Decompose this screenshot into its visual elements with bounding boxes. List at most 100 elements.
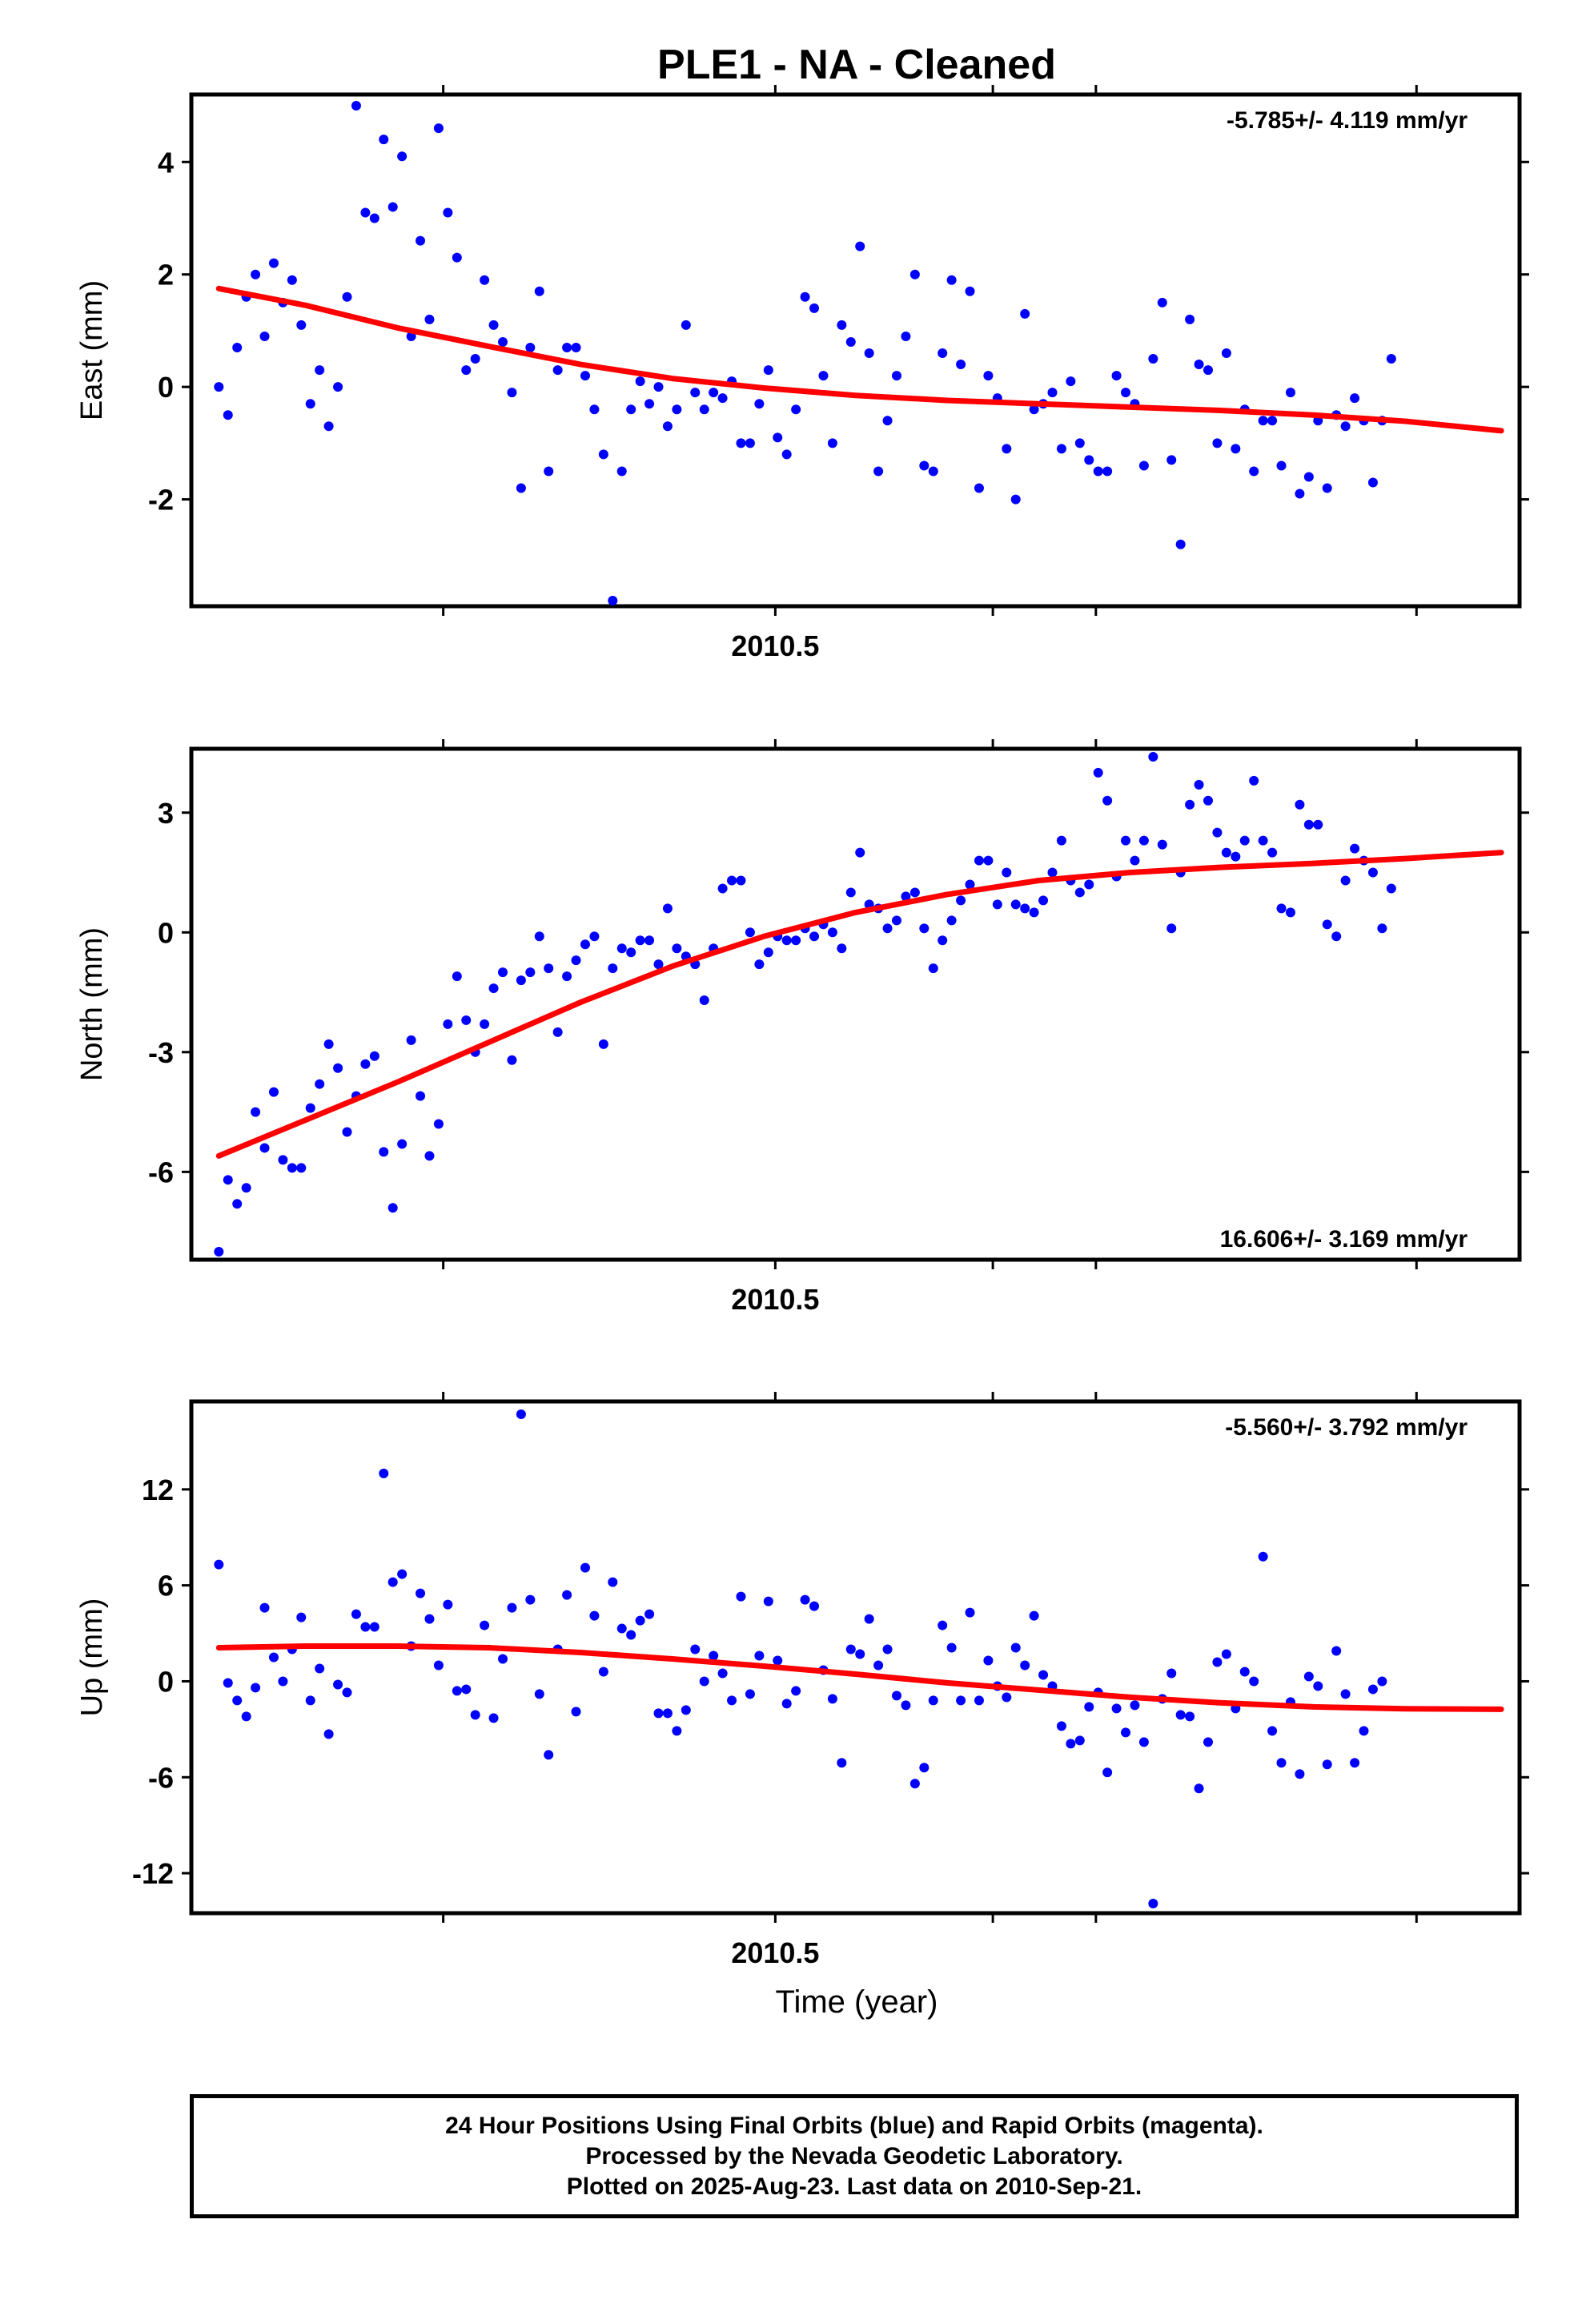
north-data-point xyxy=(323,1039,334,1049)
up-y-axis-label: Up (mm) xyxy=(75,1598,109,1717)
up-x-tick-label: 2010.5 xyxy=(731,1936,819,1969)
east-data-point xyxy=(333,382,343,392)
up-y-tick-label: 0 xyxy=(158,1665,174,1698)
north-data-point xyxy=(342,1127,352,1137)
north-data-point xyxy=(562,971,572,982)
east-data-point xyxy=(1303,472,1314,482)
east-data-point xyxy=(1367,477,1378,488)
up-data-point xyxy=(424,1614,435,1624)
east-data-point xyxy=(754,399,765,409)
east-data-point xyxy=(443,207,453,218)
up-data-point xyxy=(773,1655,783,1666)
east-data-point xyxy=(387,202,398,212)
up-data-point xyxy=(387,1577,398,1587)
up-data-point xyxy=(1367,1684,1378,1695)
up-data-point xyxy=(1175,1710,1186,1720)
north-data-point xyxy=(626,947,636,958)
east-data-point xyxy=(552,365,563,376)
up-data-point xyxy=(699,1676,709,1687)
north-data-point xyxy=(1074,887,1085,898)
up-data-point xyxy=(791,1686,801,1696)
north-data-point xyxy=(974,855,984,866)
north-data-point xyxy=(928,963,938,974)
north-data-point xyxy=(1303,819,1314,830)
east-data-point xyxy=(287,275,297,285)
east-plot-frame xyxy=(189,92,1522,609)
north-data-point xyxy=(672,943,682,954)
north-data-point xyxy=(433,1119,444,1129)
east-data-point xyxy=(251,269,261,279)
up-data-point xyxy=(433,1660,444,1671)
up-data-point xyxy=(626,1630,636,1640)
up-data-point xyxy=(1258,1551,1268,1562)
east-data-point xyxy=(616,466,627,476)
up-data-point xyxy=(690,1644,701,1655)
east-data-point xyxy=(342,292,352,302)
north-data-point xyxy=(1148,751,1158,762)
east-data-point xyxy=(1093,466,1103,476)
east-data-point xyxy=(580,371,590,381)
north-data-point xyxy=(1138,835,1149,846)
east-data-point xyxy=(571,342,581,352)
up-data-point xyxy=(416,1588,426,1598)
up-data-point xyxy=(1130,1700,1140,1711)
footer-line-2: Processed by the Nevada Geodetic Laborat… xyxy=(585,2142,1123,2169)
up-data-point xyxy=(1002,1692,1012,1703)
east-data-point xyxy=(1138,460,1149,471)
east-data-point xyxy=(1221,348,1231,359)
east-data-point xyxy=(534,286,544,296)
up-data-point xyxy=(516,1409,526,1419)
north-data-point xyxy=(1267,847,1278,858)
up-data-point xyxy=(845,1644,856,1655)
up-data-point xyxy=(1267,1726,1278,1736)
up-data-point xyxy=(1295,1769,1305,1779)
north-data-point xyxy=(1367,867,1378,878)
up-data-point xyxy=(1350,1758,1360,1768)
north-data-point xyxy=(938,935,948,946)
north-data-point xyxy=(653,959,664,970)
east-data-point xyxy=(626,404,636,415)
east-data-point xyxy=(544,466,554,476)
north-data-point xyxy=(461,1015,472,1025)
up-data-point xyxy=(351,1609,361,1619)
up-data-point xyxy=(1331,1646,1342,1656)
up-y-tick-label: -6 xyxy=(148,1761,174,1794)
east-data-point xyxy=(379,135,389,145)
up-data-point xyxy=(1203,1737,1213,1747)
north-data-point xyxy=(552,1027,563,1037)
north-data-point xyxy=(589,931,600,942)
up-y-tick-label: 12 xyxy=(142,1474,174,1506)
east-data-point xyxy=(259,331,270,341)
east-data-point xyxy=(1267,416,1278,426)
east-data-point xyxy=(562,342,572,352)
east-data-point xyxy=(1175,539,1186,549)
up-data-point xyxy=(323,1729,334,1739)
north-data-point xyxy=(223,1175,233,1185)
up-data-point xyxy=(223,1678,233,1688)
north-data-point xyxy=(268,1087,279,1097)
north-data-point xyxy=(1130,855,1140,866)
up-data-point xyxy=(736,1591,746,1602)
up-data-point xyxy=(653,1708,664,1719)
east-data-point xyxy=(855,241,865,251)
up-data-point xyxy=(1194,1783,1204,1794)
up-data-point xyxy=(507,1602,517,1613)
north-data-point xyxy=(992,899,1002,910)
up-data-point xyxy=(1038,1670,1049,1680)
north-data-point xyxy=(736,875,746,886)
north-data-point xyxy=(763,947,773,958)
north-data-point xyxy=(387,1203,398,1213)
north-data-point xyxy=(259,1143,270,1153)
east-data-point xyxy=(1231,444,1241,454)
up-data-point xyxy=(360,1622,371,1632)
north-data-point xyxy=(1313,819,1323,830)
east-data-point xyxy=(369,213,379,223)
east-data-point xyxy=(1148,354,1158,364)
up-data-point xyxy=(333,1679,343,1690)
up-data-point xyxy=(1276,1758,1287,1768)
up-data-point xyxy=(1148,1899,1158,1909)
up-data-point xyxy=(956,1695,966,1706)
east-data-point xyxy=(433,123,444,134)
east-data-point xyxy=(1010,494,1021,505)
east-data-point xyxy=(827,438,837,448)
